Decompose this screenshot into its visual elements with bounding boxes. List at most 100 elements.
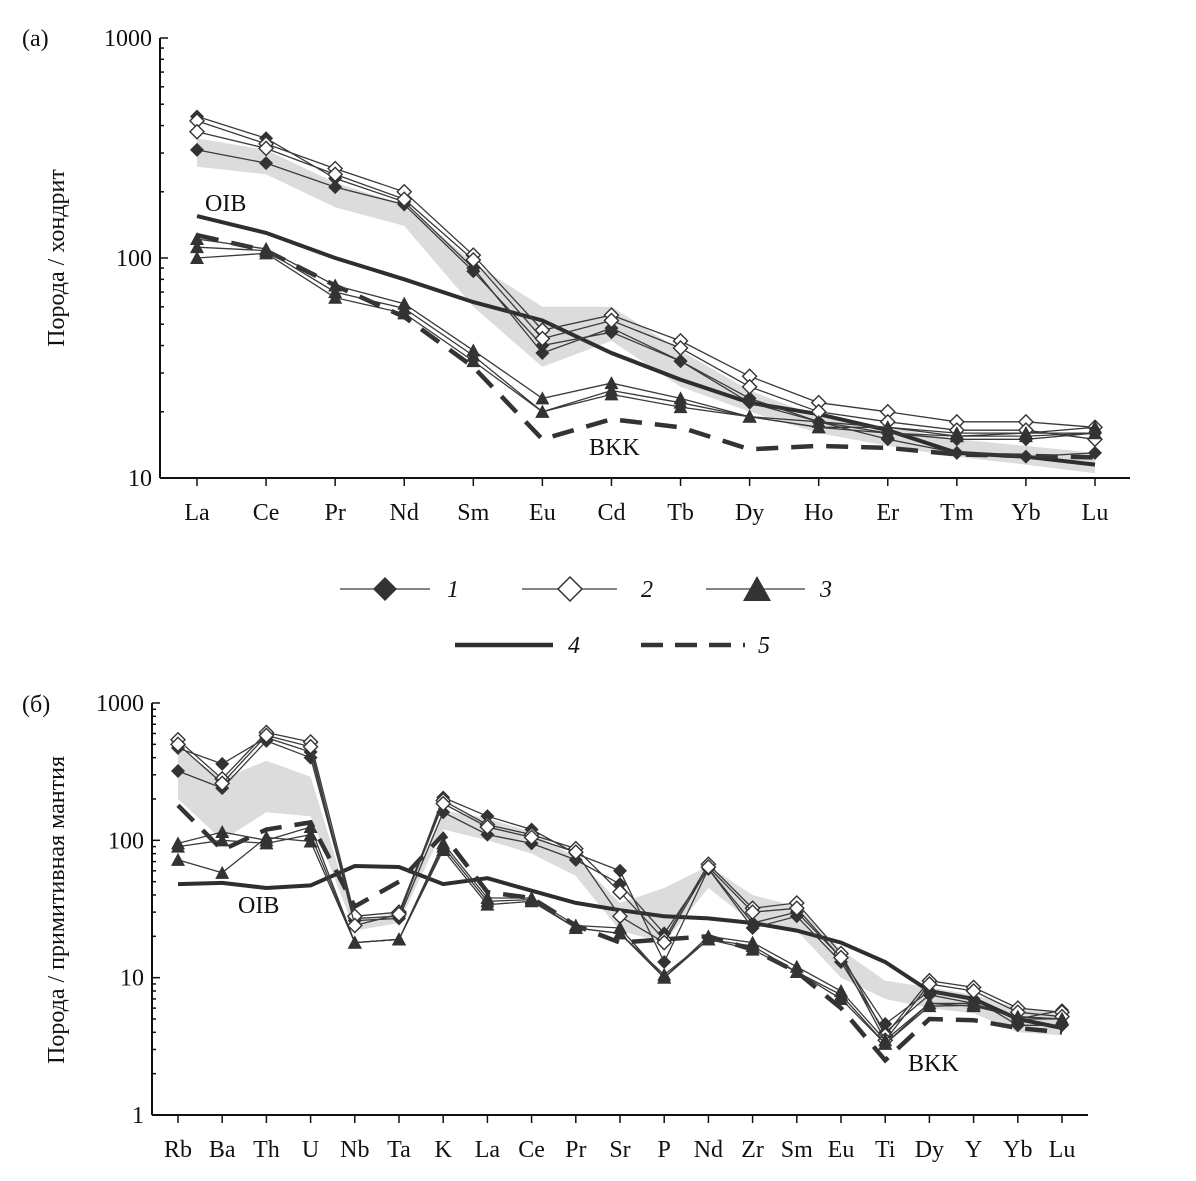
b-point-la <box>480 809 495 824</box>
panel-b-annotation-bkk: BKK <box>908 1051 959 1077</box>
a-point-sm <box>465 251 482 268</box>
a-series-line <box>196 120 1096 428</box>
legend-label-3: 3 <box>819 577 832 603</box>
a-series-line <box>196 252 1096 437</box>
a-point-pr <box>327 166 344 183</box>
b-x-tick-label-ta: Ta <box>387 1137 411 1163</box>
panel-a-annotation-oib: OIB <box>205 191 246 217</box>
b-point-rb <box>171 763 185 778</box>
a-series-line <box>196 233 1096 460</box>
a-point-eu <box>535 345 550 360</box>
b-point-zr <box>745 920 760 935</box>
b-point-sr <box>612 884 628 901</box>
legend-label-4: 4 <box>568 633 580 659</box>
a-point-ce <box>259 156 274 171</box>
b-point-u <box>303 827 318 841</box>
b-point-nd <box>701 932 716 946</box>
a-series-line <box>196 115 1096 458</box>
b-point-ba <box>214 775 231 792</box>
b-point-nd <box>700 858 717 875</box>
a-point-la <box>189 123 205 140</box>
panel-a-label: (а) <box>22 26 49 52</box>
b-x-tick-label-sm: Sm <box>781 1137 813 1163</box>
b-x-tick-label-dy: Dy <box>915 1137 944 1163</box>
a-point-pr <box>328 180 343 195</box>
b-point-y <box>966 998 981 1012</box>
a-x-tick-label-tb: Tb <box>667 500 694 526</box>
b-point-th <box>258 727 275 744</box>
b-y-tick-label: 1 <box>132 1103 144 1129</box>
a-x-tick-label-cd: Cd <box>597 500 625 526</box>
b-point-sr <box>613 926 627 940</box>
panel-b-axes <box>151 702 1088 1123</box>
panel-a-ylabel: Порода / хондрит <box>44 169 70 347</box>
a-point-ce <box>258 140 275 157</box>
a-point-pr <box>328 278 343 292</box>
a-x-tick-label-dy: Dy <box>735 500 764 526</box>
b-point-rb <box>170 736 186 753</box>
a-series-line <box>196 214 1096 467</box>
a-series-8-none-dashed <box>196 233 1096 460</box>
b-x-tick-label-zr: Zr <box>741 1137 764 1163</box>
b-x-tick-label-yb: Yb <box>1003 1137 1032 1163</box>
a-point-lu <box>1088 426 1102 440</box>
a-x-tick-label-sm: Sm <box>457 500 489 526</box>
b-x-tick-label-nd: Nd <box>694 1137 723 1163</box>
panel-b-tick-labels: 1 10 100 1000 Rb Ba Th U Nb Ta K La Ce Pr Sr P Nd Zr Sm Eu T… <box>96 691 1075 1163</box>
a-x-tick-label-eu: Eu <box>529 500 556 526</box>
b-series-6-triangle-filled <box>171 830 1069 1050</box>
b-point-sm <box>788 900 805 917</box>
b-point-la <box>479 819 496 836</box>
b-x-tick-label-ce: Ce <box>518 1137 545 1163</box>
a-x-tick-label-er: Er <box>876 500 899 526</box>
b-y-tick-label: 10 <box>120 966 144 992</box>
a-point-tb <box>673 354 688 369</box>
a-series-line <box>196 238 1096 434</box>
b-point-th <box>259 830 274 844</box>
a-point-tb <box>673 400 688 414</box>
a-point-sm <box>466 354 481 368</box>
b-y-tick-label: 1000 <box>96 691 144 717</box>
a-x-tick-label-ce: Ce <box>253 500 280 526</box>
panel-a-annotation-bkk: BKK <box>589 435 640 461</box>
b-point-ba <box>215 865 230 879</box>
b-point-p <box>657 970 672 984</box>
panel-a-tick-labels: 10 100 1000 La Ce Pr Nd Sm Eu Cd Tb Dy Ho Er Tm Yb Lu <box>104 26 1108 526</box>
a-point-cd <box>604 325 619 340</box>
b-x-tick-label-lu: Lu <box>1049 1137 1076 1163</box>
a-point-pr <box>328 290 343 304</box>
legend-label-5: 5 <box>758 633 770 659</box>
a-point-la <box>190 232 204 246</box>
b-point-pr <box>567 844 584 861</box>
b-point-ba <box>215 756 230 771</box>
b-x-tick-label-ba: Ba <box>209 1137 236 1163</box>
a-point-dy <box>742 409 757 423</box>
b-point-ta <box>392 932 406 946</box>
panel-b-label: (б) <box>22 692 50 718</box>
a-point-er <box>880 426 895 440</box>
b-point-dy <box>922 987 937 1002</box>
legend-item-2: 2 <box>522 575 653 603</box>
a-point-eu <box>535 404 550 418</box>
a-point-tm <box>949 445 964 460</box>
a-x-tick-label-ho: Ho <box>804 500 833 526</box>
b-point-ba <box>215 824 230 838</box>
b-point-eu <box>833 949 849 966</box>
b-point-dy <box>921 975 938 992</box>
b-point-ba <box>215 833 230 847</box>
b-x-tick-label-nb: Nb <box>340 1137 369 1163</box>
a-x-tick-label-nd: Nd <box>390 500 419 526</box>
a-point-cd <box>603 312 620 329</box>
b-point-ti <box>878 1036 893 1050</box>
panel-b-chart: (б) Порода / примитивная мантия 1 10 100 10… <box>22 691 1088 1163</box>
a-series-line <box>196 131 1096 440</box>
a-series-line <box>196 149 1096 440</box>
b-point-yb <box>1010 1009 1025 1023</box>
a-point-dy <box>741 378 758 395</box>
b-x-tick-label-ti: Ti <box>875 1137 896 1163</box>
b-x-tick-label-p: P <box>658 1137 671 1163</box>
a-y-tick-label: 100 <box>116 246 152 272</box>
b-x-tick-label-y: Y <box>965 1137 982 1163</box>
legend-marker-diamond-open <box>556 575 584 603</box>
